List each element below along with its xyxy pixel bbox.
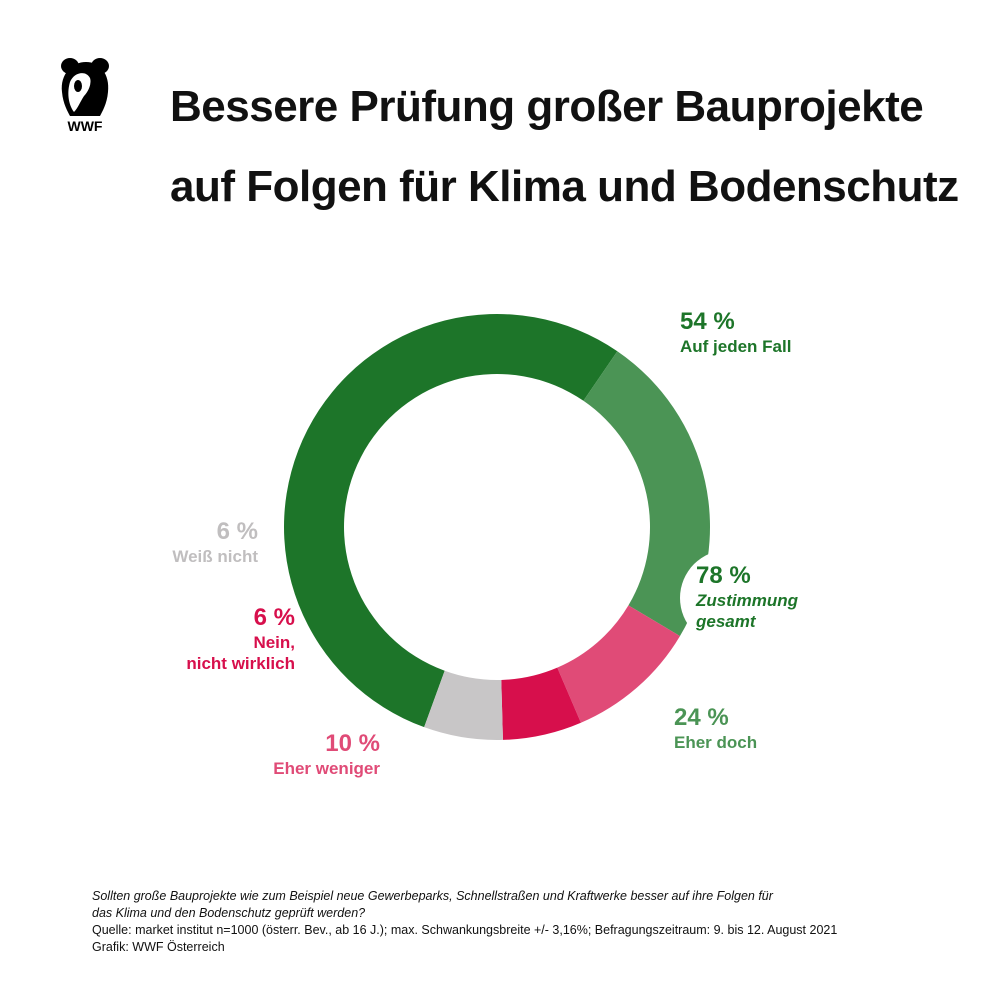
zustimmung-bubble — [680, 550, 776, 646]
label-eher-doch: 24 % Eher doch — [674, 704, 757, 753]
slice-eher-doch — [583, 351, 710, 637]
wwf-wordmark: WWF — [68, 118, 103, 134]
slice-nein-nicht-wirklich — [501, 667, 581, 740]
credit-note: Grafik: WWF Österreich — [92, 940, 225, 954]
value-zustimmung-gesamt: 78 % — [696, 562, 751, 589]
zustimmung-line-1: Zustimmung — [696, 591, 798, 610]
value-eher-doch: 24 % — [674, 704, 729, 731]
label-zustimmung-gesamt: 78 % Zustimmung gesamt — [696, 562, 798, 632]
wwf-panda-logo: WWF — [61, 58, 109, 134]
survey-question-line-1: Sollten große Bauprojekte wie zum Beispi… — [92, 889, 773, 903]
zustimmung-line-2: gesamt — [696, 612, 756, 631]
slice-eher-weniger — [557, 605, 680, 723]
source-note: Quelle: market institut n=1000 (österr. … — [92, 923, 838, 937]
footer-notes: Sollten große Bauprojekte wie zum Beispi… — [92, 888, 952, 956]
survey-question-line-2: das Klima und den Bodenschutz geprüft we… — [92, 906, 366, 920]
value-auf-jeden-fall: 54 % — [680, 308, 735, 335]
nein-line-1: Nein, — [253, 633, 295, 652]
category-auf-jeden-fall: Auf jeden Fall — [680, 337, 792, 356]
chart-title-line-1: Bessere Prüfung großer Bauprojekte — [170, 82, 924, 131]
label-weiss-nicht: 6 % Weiß nicht — [172, 518, 258, 567]
label-auf-jeden-fall: 54 % Auf jeden Fall — [680, 308, 791, 357]
value-eher-weniger: 10 % — [325, 730, 380, 757]
category-eher-doch: Eher doch — [674, 733, 758, 752]
value-nein-nicht-wirklich: 6 % — [253, 604, 295, 631]
slice-weiss-nicht — [424, 670, 503, 740]
nein-line-2: nicht wirklich — [186, 654, 295, 673]
label-nein-nicht-wirklich: 6 % Nein, nicht wirklich — [186, 604, 295, 674]
category-eher-weniger: Eher weniger — [273, 759, 380, 778]
chart-title-line-2: auf Folgen für Klima und Bodenschutz — [170, 162, 959, 211]
slice-auf-jeden-fall — [283, 313, 618, 728]
value-weiss-nicht: 6 % — [216, 518, 258, 545]
label-eher-weniger: 10 % Eher weniger — [273, 730, 380, 779]
category-weiss-nicht: Weiß nicht — [172, 547, 258, 566]
